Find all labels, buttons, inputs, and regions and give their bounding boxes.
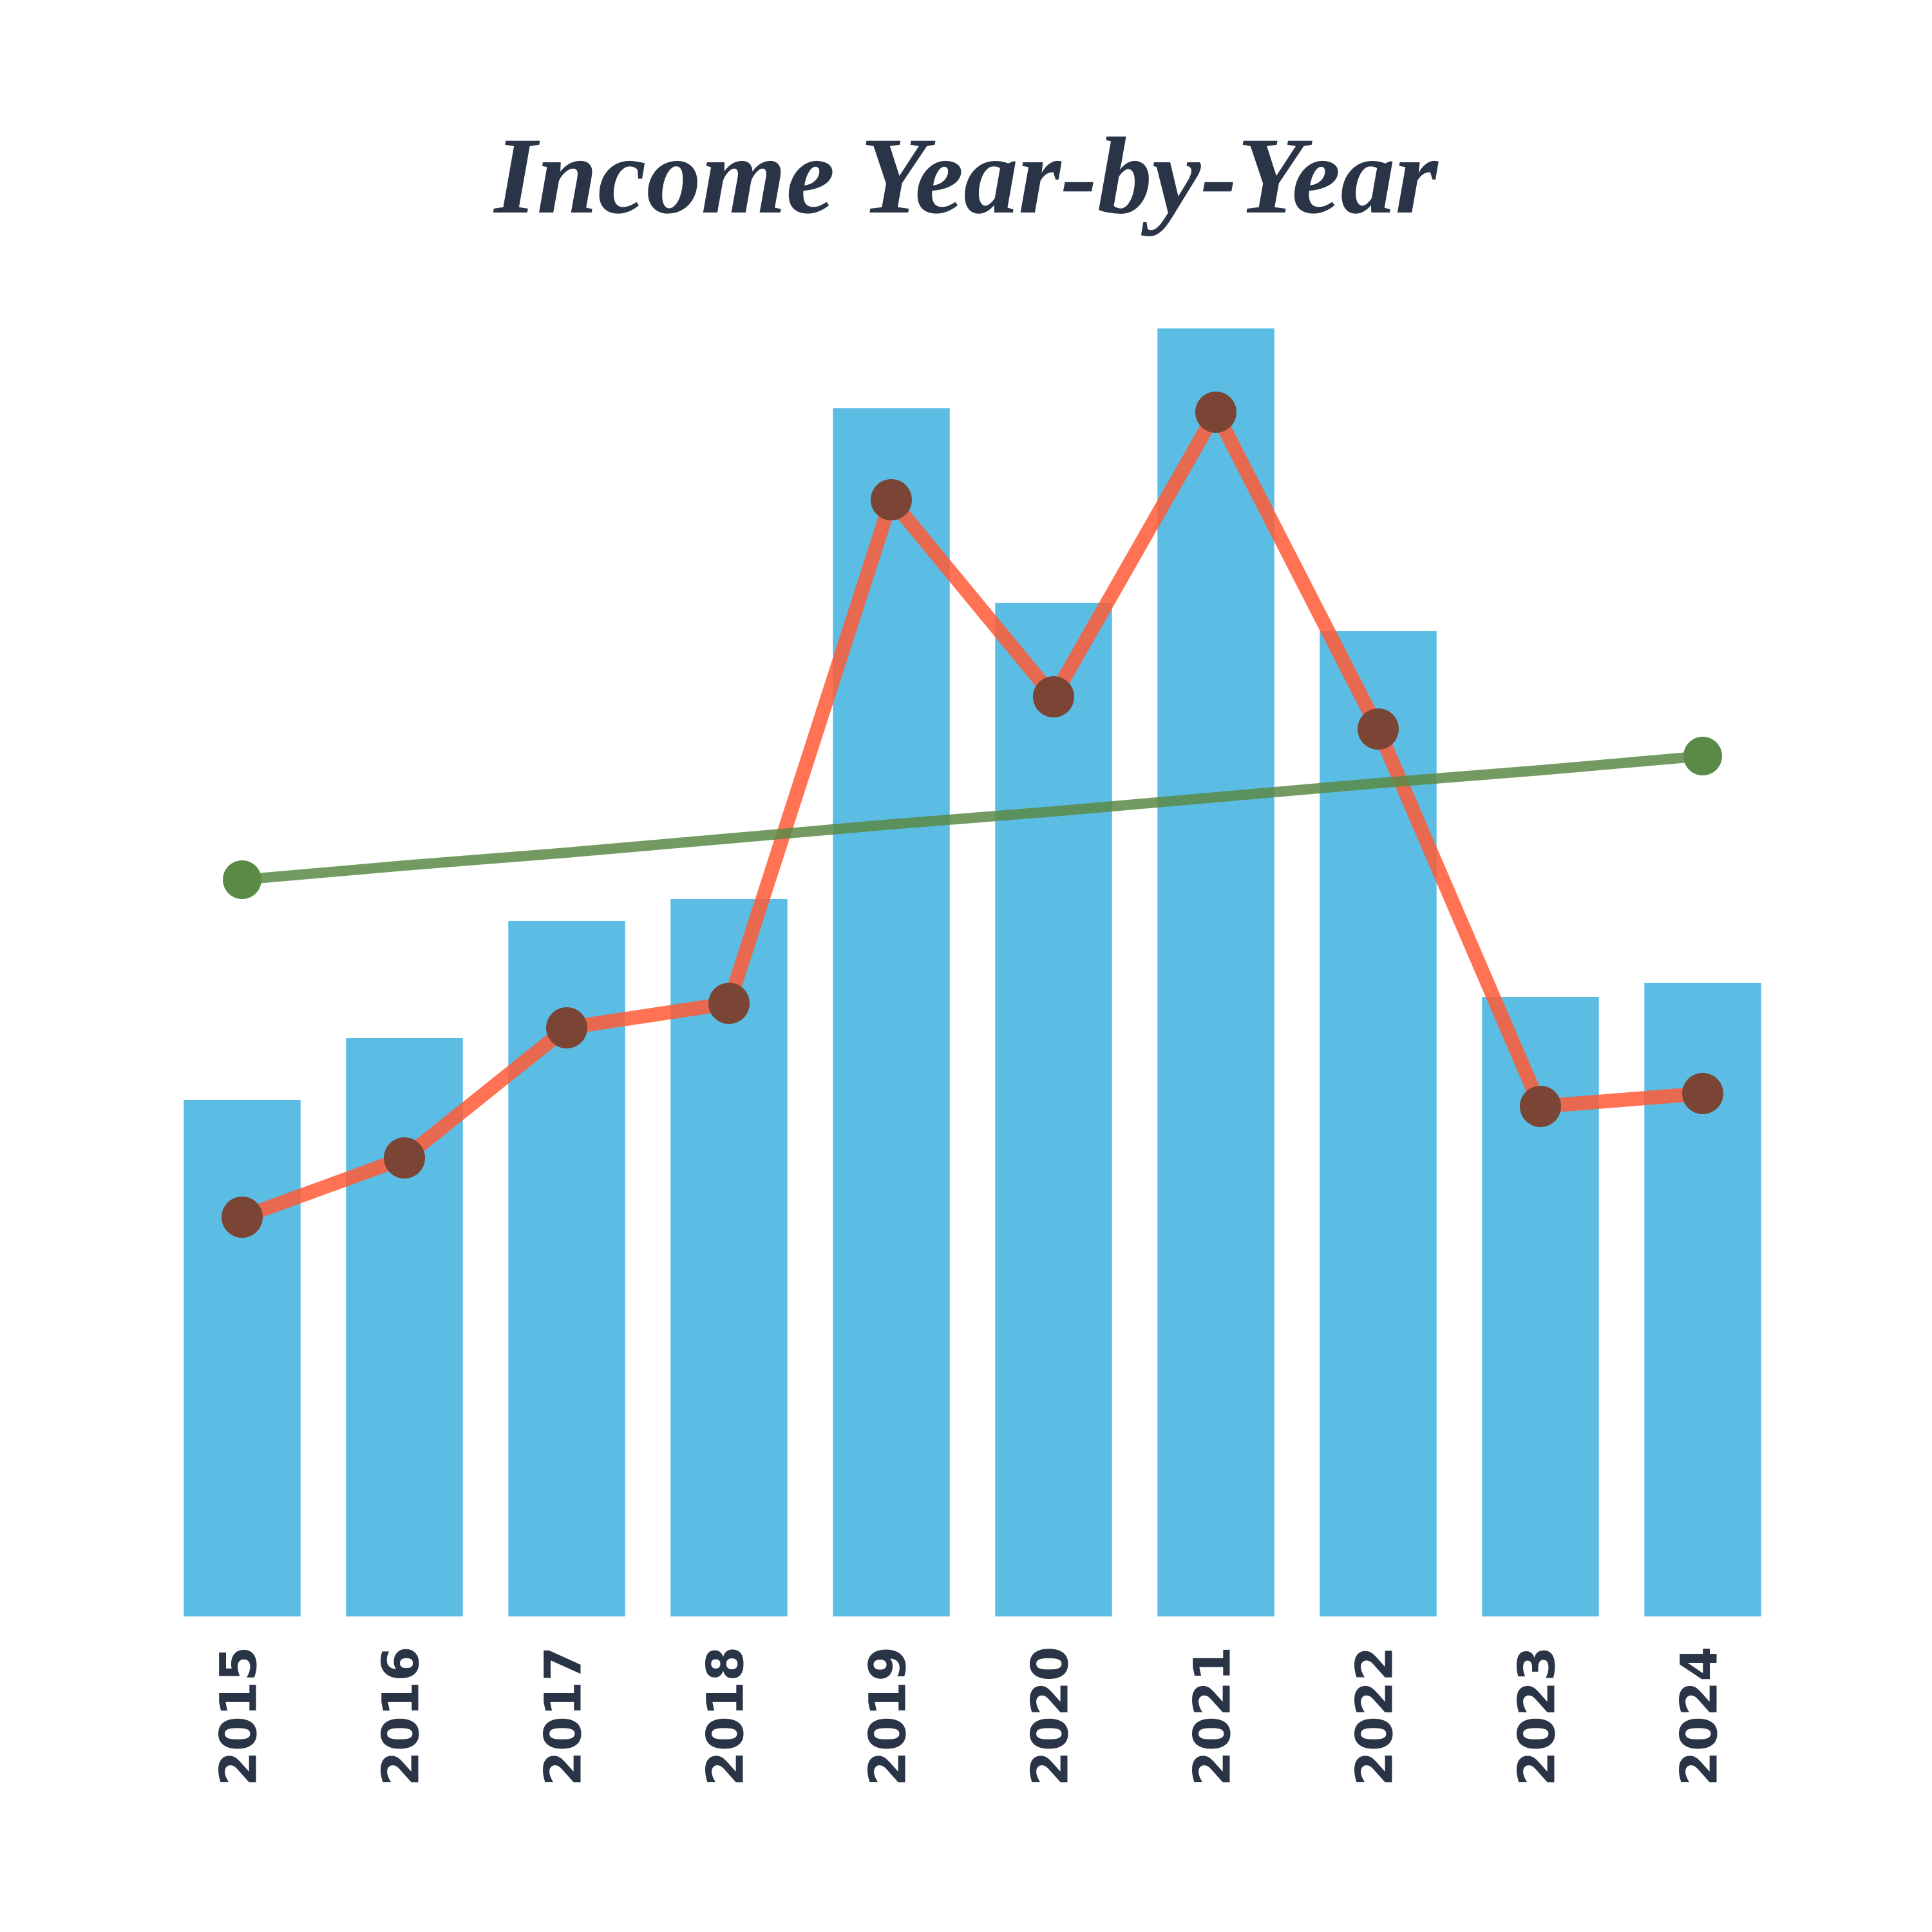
line-marker [1033, 676, 1074, 717]
line-marker [1520, 1086, 1561, 1127]
line [235, 405, 1710, 1224]
x-tick-label: 2016 [372, 1646, 430, 1786]
x-tick-label: 2015 [210, 1646, 268, 1786]
x-tick-label: 2022 [1346, 1646, 1404, 1786]
line-marker [222, 1197, 263, 1238]
bar [833, 408, 950, 1616]
line [237, 751, 1708, 885]
x-tick-label: 2017 [535, 1646, 592, 1786]
line-marker [546, 1007, 587, 1048]
bar [1320, 631, 1437, 1616]
line-marker [223, 860, 261, 899]
line-marker [1683, 737, 1722, 775]
bar [1157, 328, 1274, 1616]
line-marker [384, 1137, 425, 1179]
bar [184, 1100, 301, 1616]
line-marker [708, 983, 750, 1024]
line-marker [1682, 1073, 1723, 1114]
line-marker [1195, 392, 1236, 433]
bar [995, 603, 1112, 1616]
x-tick-label: 2020 [1021, 1646, 1079, 1786]
x-tick-label: 2021 [1184, 1646, 1242, 1786]
x-tick-label: 2018 [697, 1646, 755, 1786]
line-marker [871, 479, 912, 520]
x-tick-label: 2024 [1671, 1646, 1728, 1786]
chart-title: Income Year-by-Year [493, 115, 1439, 236]
line-marker [1358, 708, 1399, 750]
x-tick-label: 2019 [859, 1646, 917, 1786]
x-tick-label: 2023 [1508, 1646, 1566, 1786]
